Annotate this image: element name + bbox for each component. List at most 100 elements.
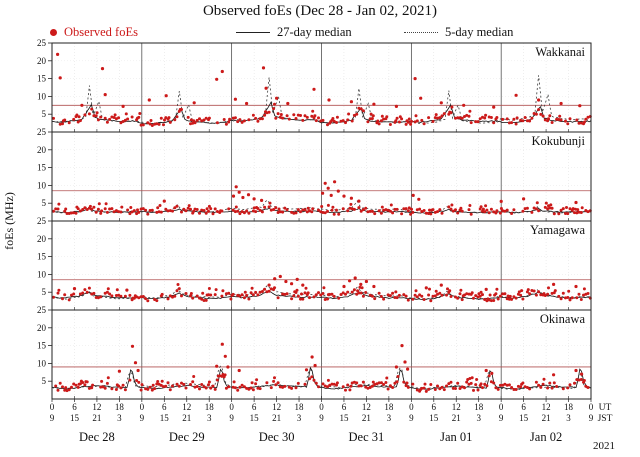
legend-median27: 27-day median xyxy=(236,24,352,40)
ut-tick-label: 0 xyxy=(50,402,55,412)
jst-tick-label: 21 xyxy=(362,413,371,423)
jst-tick-label: 9 xyxy=(409,413,414,423)
median5-line xyxy=(51,365,592,391)
jst-tick-label: 9 xyxy=(229,413,234,423)
dotted-line-icon xyxy=(404,31,438,33)
ut-tick-label: 12 xyxy=(542,402,551,412)
ut-tick-label: 18 xyxy=(295,402,305,412)
y-tick-label: 15 xyxy=(37,341,47,351)
date-label: Jan 01 xyxy=(440,430,472,444)
jst-tick-label: 15 xyxy=(339,413,349,423)
jst-axis-label: JST xyxy=(598,414,613,424)
date-label: Dec 28 xyxy=(79,430,115,444)
ut-tick-label: 6 xyxy=(521,402,526,412)
observed-dots-layer xyxy=(52,180,592,216)
ut-tick-label: 18 xyxy=(564,402,574,412)
legend-median27-label: 27-day median xyxy=(277,24,352,39)
y-tick-label: 10 xyxy=(37,269,47,279)
observed-dots-layer xyxy=(52,274,592,303)
date-label: Dec 29 xyxy=(169,430,205,444)
jst-tick-label: 21 xyxy=(182,413,191,423)
jst-tick-label: 9 xyxy=(140,413,145,423)
station-label: Kokubunji xyxy=(532,134,586,148)
year-label: 2021 xyxy=(593,440,615,452)
jst-tick-label: 9 xyxy=(499,413,504,423)
ut-tick-label: 0 xyxy=(229,402,234,412)
date-label: Dec 30 xyxy=(259,430,295,444)
observed-dots-layer xyxy=(54,342,590,393)
station-label: Yamagawa xyxy=(530,223,585,237)
y-axis-title: foEs (MHz) xyxy=(2,192,16,250)
y-tick-label: 10 xyxy=(37,91,47,101)
y-tick-label: 25 xyxy=(37,38,47,48)
jst-tick-label: 3 xyxy=(207,413,212,423)
observed-dot-icon xyxy=(50,28,57,36)
y-tick-label: 5 xyxy=(42,198,47,208)
jst-tick-label: 9 xyxy=(50,413,55,423)
y-tick-label: 15 xyxy=(37,74,47,84)
panel-wakkanai: 5 10 15 20 25 Wakkanai xyxy=(37,38,592,133)
median5-line xyxy=(51,75,591,125)
y-tick-label: 5 xyxy=(42,376,47,386)
y-tick-label: 25 xyxy=(37,127,47,137)
legend-median5-label: 5-day median xyxy=(445,24,514,39)
ut-tick-label: 0 xyxy=(409,402,414,412)
jst-tick-label: 15 xyxy=(250,413,260,423)
median27-line xyxy=(51,101,592,125)
y-tick-label: 15 xyxy=(37,252,47,262)
ut-tick-label: 0 xyxy=(499,402,504,412)
ut-tick-label: 12 xyxy=(452,402,461,412)
ut-tick-label: 6 xyxy=(162,402,167,412)
ut-tick-label: 18 xyxy=(115,402,125,412)
y-tick-label: 15 xyxy=(37,163,47,173)
y-tick-label: 25 xyxy=(37,216,47,226)
ut-tick-label: 18 xyxy=(205,402,215,412)
ut-tick-label: 12 xyxy=(272,402,281,412)
ut-tick-label: 0 xyxy=(319,402,324,412)
y-tick-label: 10 xyxy=(37,180,47,190)
station-label: Wakkanai xyxy=(535,45,585,59)
legend-median5: 5-day median xyxy=(404,24,513,40)
jst-tick-label: 9 xyxy=(319,413,324,423)
ut-axis-label: UT xyxy=(599,403,612,413)
median5-line xyxy=(51,199,592,214)
jst-tick-label: 15 xyxy=(160,413,170,423)
panel-okinawa: 5 10 15 20 25 Okinawa xyxy=(37,305,592,400)
station-label: Okinawa xyxy=(540,312,586,326)
y-tick-label: 5 xyxy=(42,287,47,297)
chart-title: Observed foEs (Dec 28 - Jan 02, 2021) xyxy=(202,3,438,19)
ut-tick-label: 6 xyxy=(252,402,257,412)
jst-tick-label: 21 xyxy=(92,413,101,423)
jst-tick-label: 3 xyxy=(297,413,302,423)
legend-observed-label: Observed foEs xyxy=(64,24,138,39)
panel-kokubunji: 5 10 15 20 25 Kokubunji xyxy=(37,127,592,222)
y-tick-label: 10 xyxy=(37,358,47,368)
jst-tick-label: 21 xyxy=(452,413,461,423)
panel-yamagawa: 5 10 15 20 25 Yamagawa xyxy=(37,216,592,311)
jst-tick-label: 3 xyxy=(476,413,481,423)
date-label: Dec 31 xyxy=(349,430,385,444)
y-tick-label: 5 xyxy=(42,109,47,119)
solid-line-icon xyxy=(236,31,270,33)
date-label: Jan 02 xyxy=(530,430,562,444)
median27-line xyxy=(51,366,592,390)
ut-tick-label: 12 xyxy=(182,402,191,412)
jst-tick-label: 21 xyxy=(542,413,551,423)
legend-observed: Observed foEs xyxy=(50,24,138,40)
jst-tick-label: 3 xyxy=(117,413,122,423)
ut-tick-label: 12 xyxy=(362,402,371,412)
y-tick-label: 25 xyxy=(37,305,47,315)
jst-tick-label: 9 xyxy=(589,413,594,423)
y-tick-label: 20 xyxy=(37,145,47,155)
ut-tick-label: 6 xyxy=(432,402,437,412)
ut-tick-label: 6 xyxy=(342,402,347,412)
ut-tick-label: 12 xyxy=(92,402,101,412)
jst-tick-label: 15 xyxy=(70,413,80,423)
ut-tick-label: 6 xyxy=(72,402,77,412)
observed-dots-layer xyxy=(52,52,592,127)
ut-tick-label: 18 xyxy=(384,402,394,412)
jst-tick-label: 15 xyxy=(519,413,529,423)
jst-tick-label: 3 xyxy=(387,413,392,423)
